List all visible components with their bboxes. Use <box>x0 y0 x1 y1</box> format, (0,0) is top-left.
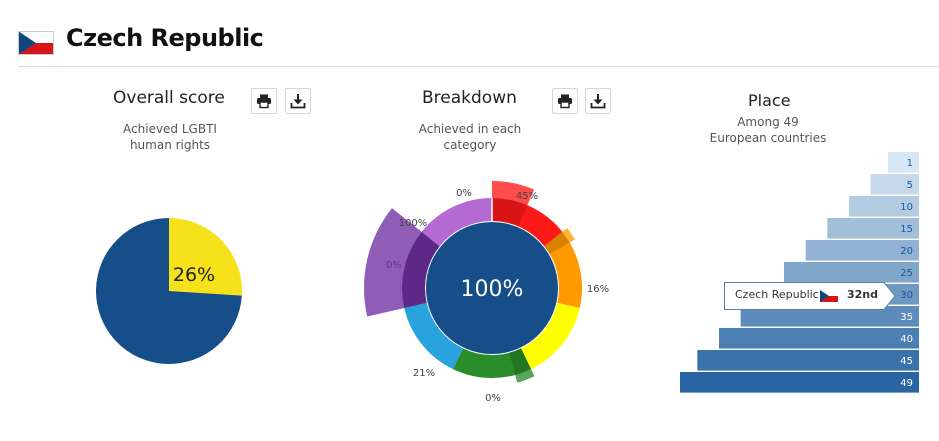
place-tooltip: Czech Republic 32nd <box>724 282 896 310</box>
category-label-3: 21% <box>413 368 435 379</box>
rank-label-30: 30 <box>900 290 913 301</box>
overall-subtitle-line2: human rights <box>129 138 211 152</box>
print-icon <box>257 94 271 109</box>
category-fill-5 <box>402 231 440 309</box>
breakdown-subtitle-line2: category <box>443 138 497 152</box>
breakdown-title: Breakdown <box>422 88 517 108</box>
overall-download-button[interactable] <box>285 88 311 114</box>
rank-label-35: 35 <box>900 312 913 323</box>
pie-slice-1 <box>96 218 242 364</box>
rank-bar-40 <box>719 328 919 349</box>
rank-bar-25 <box>784 262 919 283</box>
category-fill-3 <box>509 348 532 375</box>
rank-label-49: 49 <box>900 378 913 389</box>
rank-label-5: 5 <box>907 180 913 191</box>
category-fill-1 <box>544 231 570 255</box>
tooltip-country: Czech Republic <box>735 288 819 301</box>
rank-bar-15 <box>827 218 919 239</box>
rank-label-40: 40 <box>900 334 913 345</box>
breakdown-center <box>426 222 558 354</box>
breakdown-subtitle-line1: Achieved in each <box>418 122 522 136</box>
category-bar-5 <box>364 208 422 317</box>
category-ring-6 <box>421 198 492 247</box>
category-ring-2 <box>521 302 580 370</box>
category-label-0: 45% <box>516 191 538 202</box>
breakdown-download-button[interactable] <box>585 88 611 114</box>
rank-bar-5 <box>870 174 919 195</box>
rank-bar-45 <box>697 350 919 371</box>
rank-bar-10 <box>849 196 919 217</box>
category-bar-1 <box>562 228 575 243</box>
tooltip-rank: 32nd <box>847 288 879 301</box>
rank-label-15: 15 <box>900 224 913 235</box>
rank-label-25: 25 <box>900 268 913 279</box>
overall-print-button[interactable] <box>251 88 277 114</box>
breakdown-center-label: 100% <box>461 277 524 302</box>
print-icon <box>558 94 572 109</box>
pie-slice-0 <box>169 218 242 296</box>
czech-flag-icon <box>18 31 54 55</box>
download-icon <box>590 94 606 109</box>
rank-bar-1 <box>888 152 919 173</box>
rank-bar-49 <box>680 372 919 393</box>
place-subtitle-line2: European countries <box>709 131 827 145</box>
category-label-6: 0% <box>456 188 472 199</box>
page-title: Czech Republic <box>66 24 264 52</box>
category-label-1: 16% <box>587 284 609 295</box>
overall-subtitle: Achieved LGBTI human rights <box>100 121 240 153</box>
rank-label-10: 10 <box>900 202 913 213</box>
czech-flag-icon <box>820 290 838 302</box>
breakdown-subtitle: Achieved in each category <box>400 121 540 153</box>
overall-title: Overall score <box>113 88 225 108</box>
rank-label-1: 1 <box>907 158 913 169</box>
rank-label-20: 20 <box>900 246 913 257</box>
category-label-5: 100% <box>399 218 428 229</box>
rank-bar-35 <box>740 306 919 327</box>
place-subtitle: Among 49 European countries <box>698 114 838 146</box>
page-header: Czech Republic <box>18 24 939 67</box>
category-fill-0 <box>492 198 528 227</box>
category-label-2: 0% <box>485 393 501 404</box>
download-icon <box>290 94 306 109</box>
category-ring-4 <box>404 302 463 370</box>
pie-value-label: 26% <box>173 264 215 286</box>
overall-subtitle-line1: Achieved LGBTI <box>123 122 217 136</box>
breakdown-print-button[interactable] <box>552 88 578 114</box>
category-bar-0 <box>492 180 535 206</box>
place-title: Place <box>748 91 791 110</box>
place-subtitle-line1: Among 49 <box>737 115 799 129</box>
rank-bar-20 <box>805 240 919 261</box>
category-bar-3 <box>515 369 535 383</box>
rank-label-45: 45 <box>900 356 913 367</box>
